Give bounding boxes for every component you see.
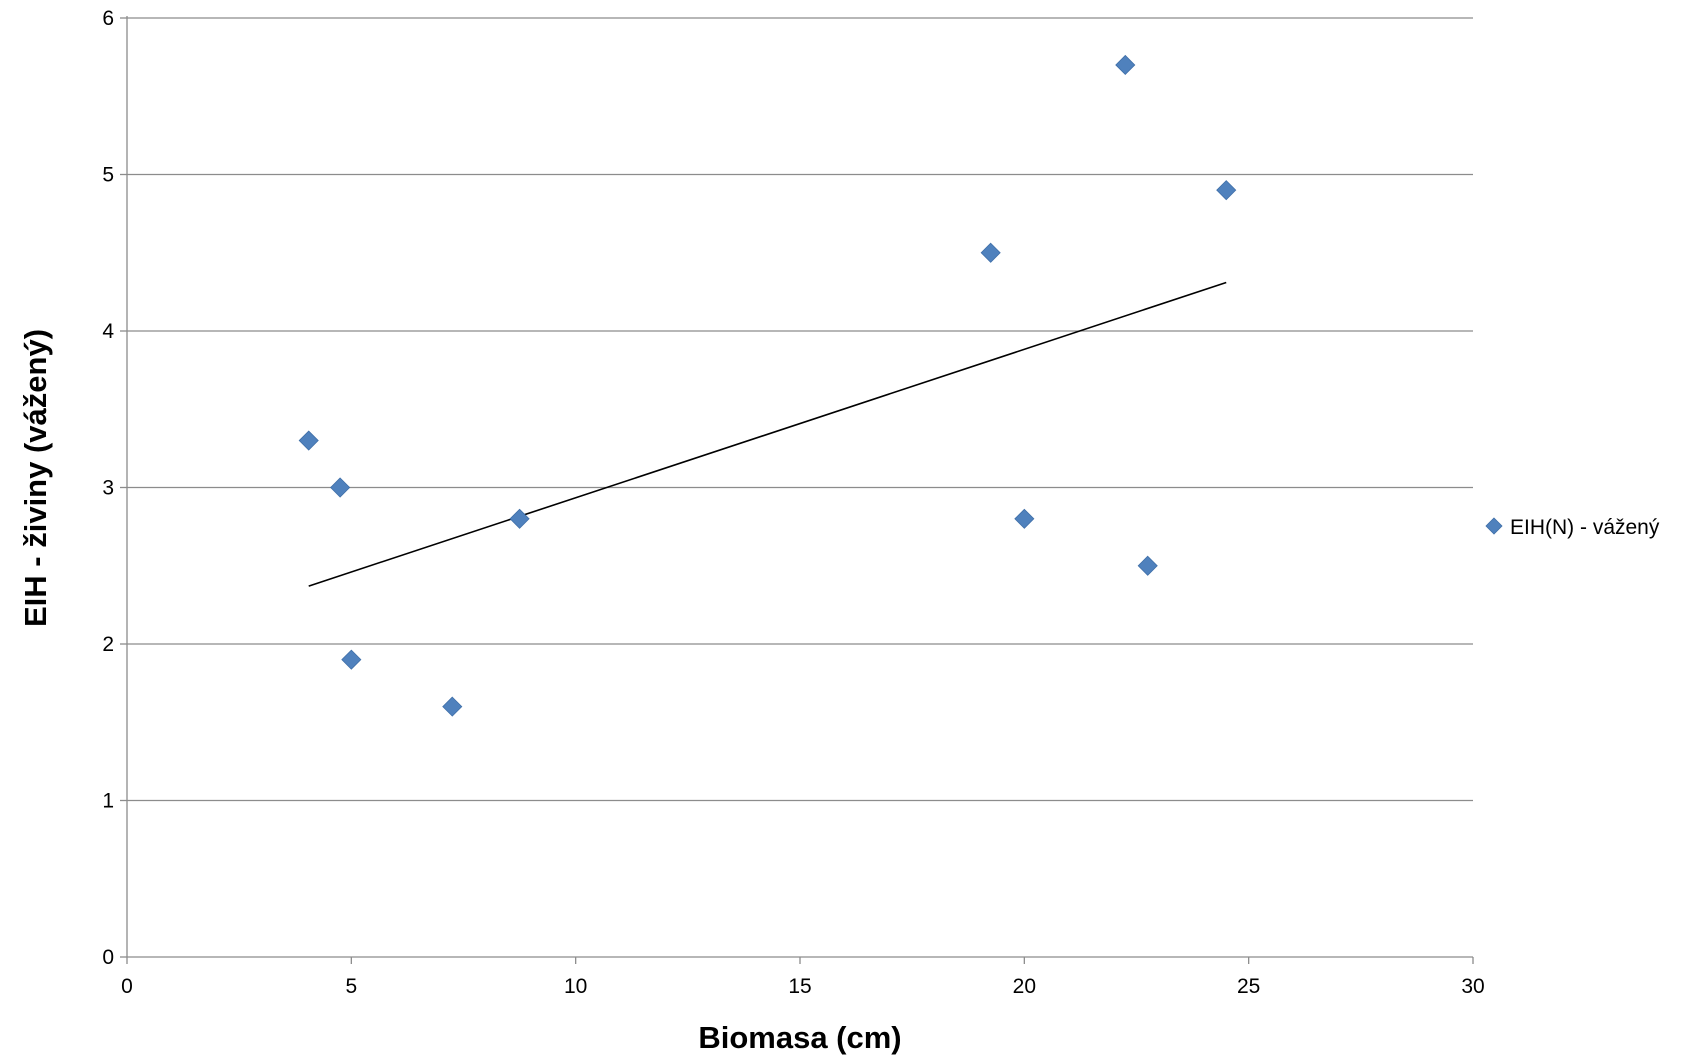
data-point (509, 508, 530, 529)
data-point (298, 430, 319, 451)
x-axis-title: Biomasa (cm) (698, 1020, 901, 1055)
data-points (298, 54, 1237, 717)
y-tick-label: 0 (102, 946, 114, 969)
x-tick-label: 20 (1013, 975, 1036, 998)
axes (120, 16, 1474, 964)
x-tick-label: 0 (121, 975, 133, 998)
data-point (980, 242, 1001, 263)
data-point (1216, 180, 1237, 201)
y-tick-label: 2 (102, 633, 114, 656)
gridlines (127, 17, 1473, 802)
legend: EIH(N) - vážený (1485, 516, 1660, 539)
y-tick-label: 1 (102, 790, 114, 813)
data-point (442, 696, 463, 717)
data-point (341, 649, 362, 670)
y-tick-label: 6 (102, 7, 114, 30)
trendline-layer (308, 281, 1227, 587)
y-tick-label: 3 (102, 477, 114, 500)
data-point (1115, 54, 1136, 76)
y-tick-label: 5 (102, 164, 114, 187)
x-tick-label: 25 (1237, 975, 1260, 998)
y-axis-title: EIH - živiny (vážený) (18, 329, 53, 627)
data-point (330, 477, 351, 498)
trendline (308, 281, 1227, 587)
data-point (1137, 555, 1158, 576)
data-point (1014, 508, 1035, 529)
legend-label: EIH(N) - vážený (1510, 516, 1660, 539)
y-tick-labels: 0 1 2 3 4 5 6 (102, 7, 114, 969)
x-tick-labels: 0 5 10 15 20 25 30 (121, 975, 1485, 998)
x-tick-label: 15 (788, 975, 811, 998)
y-tick-label: 4 (102, 320, 114, 343)
x-tick-label: 10 (564, 975, 587, 998)
x-tick-label: 5 (345, 975, 357, 998)
legend-marker-diamond (1485, 517, 1503, 535)
x-tick-label: 30 (1461, 975, 1484, 998)
